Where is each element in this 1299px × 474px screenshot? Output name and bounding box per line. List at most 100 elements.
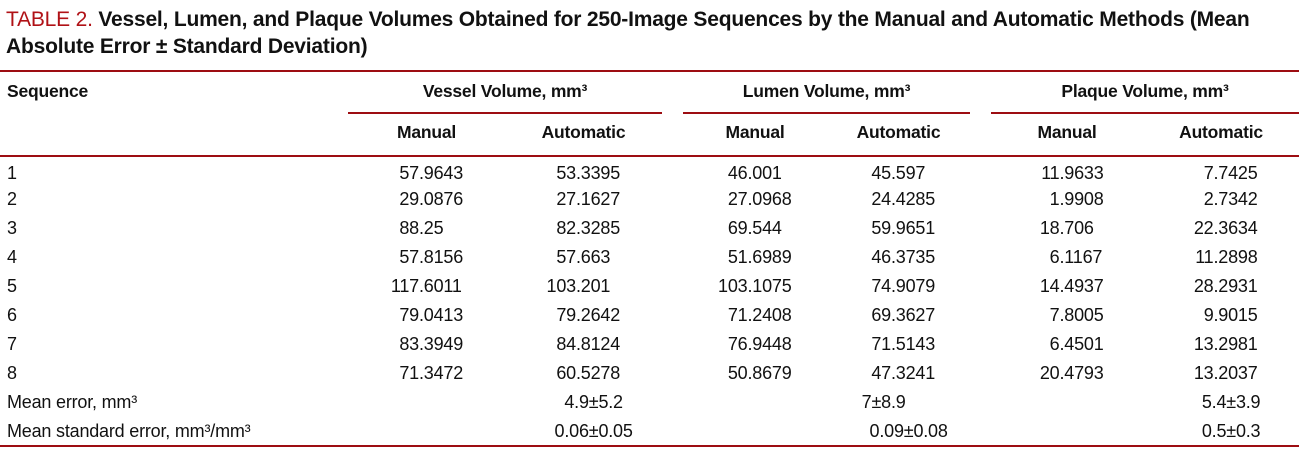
cell-plaque-automatic: 0.5±0.3: [1201, 420, 1261, 441]
subheader-plaque-automatic: Automatic: [1179, 122, 1263, 142]
subheader-vessel-automatic: Automatic: [541, 122, 626, 142]
cell-lumen-manual: 103.1075: [718, 276, 792, 296]
cell-lumen-manual: 76.9448: [727, 334, 792, 354]
column-gap: [970, 272, 991, 301]
row-label: 6: [7, 305, 17, 325]
cell-vessel-manual: [348, 388, 505, 417]
table-row-sequence-2: 2 29.0876 27.1627 27.0968 24.4285 1.9908…: [0, 185, 1299, 214]
group-header-vessel-volume: Vessel Volume, mm³: [348, 71, 662, 114]
cell-plaque-manual: 7.8005: [1049, 305, 1104, 325]
cell-lumen-manual: [683, 417, 827, 446]
column-gap: [662, 113, 683, 156]
cell-lumen-automatic: 24.4285: [871, 189, 936, 209]
cell-vessel-automatic: 82.3285: [556, 218, 621, 238]
cell-plaque-manual: [991, 417, 1143, 446]
subheader-lumen-manual: Manual: [725, 122, 785, 142]
column-gap: [970, 185, 991, 214]
subheader-blank: [0, 113, 348, 156]
row-label: 5: [7, 276, 17, 296]
cell-plaque-manual: [991, 388, 1143, 417]
cell-lumen-automatic: 46.3735: [871, 247, 936, 267]
column-gap: [662, 243, 683, 272]
column-gap: [970, 71, 991, 113]
column-gap: [662, 156, 683, 185]
cell-plaque-automatic: 11.2898: [1195, 247, 1258, 267]
table-body: 1 57.9643 53.3395 46.001 45.597 11.9633 …: [0, 156, 1299, 446]
cell-vessel-automatic: 57.663: [556, 247, 611, 267]
table-row-sequence-3: 3 88.25 82.3285 69.544 59.9651 18.706 22…: [0, 214, 1299, 243]
column-gap: [970, 301, 991, 330]
cell-vessel-automatic: 103.201: [546, 276, 611, 296]
group-header-row: Sequence Vessel Volume, mm³ Lumen Volume…: [0, 71, 1299, 114]
row-label: Mean error, mm³: [7, 392, 138, 412]
row-label: 7: [7, 334, 17, 354]
cell-plaque-automatic: 13.2037: [1193, 363, 1258, 383]
column-gap: [970, 359, 991, 388]
table-row-sequence-6: 6 79.0413 79.2642 71.2408 69.3627 7.8005…: [0, 301, 1299, 330]
cell-plaque-automatic: 28.2931: [1193, 276, 1258, 296]
row-label: 2: [7, 189, 17, 209]
row-label: Mean standard error, mm³/mm³: [7, 420, 251, 441]
cell-lumen-automatic: 47.3241: [871, 363, 936, 383]
cell-lumen-manual: 50.8679: [727, 363, 792, 383]
table-header: Sequence Vessel Volume, mm³ Lumen Volume…: [0, 71, 1299, 156]
cell-plaque-automatic: 5.4±3.9: [1201, 392, 1261, 412]
column-gap: [970, 330, 991, 359]
cell-plaque-automatic: 9.9015: [1203, 305, 1258, 325]
cell-vessel-automatic: 60.5278: [556, 363, 621, 383]
table-number-label: TABLE 2.: [6, 8, 93, 31]
column-gap: [970, 243, 991, 272]
cell-vessel-automatic: 53.3395: [556, 163, 621, 183]
cell-lumen-manual: 51.6989: [727, 247, 792, 267]
table-row-sequence-4: 4 57.8156 57.663 51.6989 46.3735 6.1167 …: [0, 243, 1299, 272]
cell-vessel-manual: 83.3949: [399, 334, 464, 354]
column-gap: [662, 185, 683, 214]
cell-lumen-automatic: 74.9079: [871, 276, 936, 296]
column-gap: [662, 417, 683, 446]
cell-vessel-manual: 57.8156: [399, 247, 464, 267]
cell-plaque-manual: 11.9633: [1041, 163, 1104, 183]
cell-vessel-manual: 71.3472: [399, 363, 464, 383]
cell-plaque-manual: 6.1167: [1049, 247, 1103, 267]
column-gap: [662, 301, 683, 330]
subheader-row: Manual Automatic Manual Automatic Manual…: [0, 113, 1299, 156]
cell-vessel-automatic: 0.06±0.05: [554, 420, 633, 441]
column-gap: [662, 71, 683, 113]
column-gap: [662, 388, 683, 417]
column-gap: [970, 388, 991, 417]
group-header-lumen-volume: Lumen Volume, mm³: [683, 71, 970, 114]
column-gap: [970, 156, 991, 185]
cell-vessel-automatic: 79.2642: [556, 305, 621, 325]
cell-vessel-automatic: 4.9±5.2: [564, 392, 623, 412]
column-gap: [662, 359, 683, 388]
subheader-plaque-manual: Manual: [1037, 122, 1097, 142]
table-title-text: Vessel, Lumen, and Plaque Volumes Obtain…: [6, 8, 1250, 58]
table-row-mean-error: Mean error, mm³ 4.9±5.2 7±8.9 5.4±3.9: [0, 388, 1299, 417]
data-table: Sequence Vessel Volume, mm³ Lumen Volume…: [0, 70, 1299, 447]
cell-vessel-manual: [348, 417, 505, 446]
cell-lumen-automatic: 7±8.9: [861, 392, 906, 412]
column-gap: [970, 113, 991, 156]
table-row-sequence-1: 1 57.9643 53.3395 46.001 45.597 11.9633 …: [0, 156, 1299, 185]
cell-lumen-manual: 69.544: [727, 218, 782, 238]
cell-plaque-automatic: 22.3634: [1193, 218, 1258, 238]
cell-plaque-manual: 1.9908: [1049, 189, 1104, 209]
table-caption: TABLE 2. Vessel, Lumen, and Plaque Volum…: [0, 0, 1299, 60]
cell-lumen-automatic: 45.597: [871, 163, 926, 183]
cell-vessel-manual: 29.0876: [399, 189, 464, 209]
cell-plaque-manual: 18.706: [1039, 218, 1094, 238]
cell-plaque-automatic: 2.7342: [1203, 189, 1258, 209]
cell-lumen-manual: 71.2408: [727, 305, 792, 325]
cell-lumen-automatic: 59.9651: [871, 218, 936, 238]
row-label: 3: [7, 218, 17, 238]
cell-lumen-automatic: 71.5143: [871, 334, 936, 354]
cell-plaque-automatic: 7.7425: [1203, 163, 1258, 183]
cell-lumen-manual: 27.0968: [727, 189, 792, 209]
column-gap: [662, 214, 683, 243]
cell-vessel-manual: 88.25: [399, 218, 444, 238]
row-label: 8: [7, 363, 17, 383]
table-row-sequence-8: 8 71.3472 60.5278 50.8679 47.3241 20.479…: [0, 359, 1299, 388]
cell-vessel-manual: 117.6011: [390, 276, 462, 296]
cell-plaque-manual: 14.4937: [1039, 276, 1104, 296]
